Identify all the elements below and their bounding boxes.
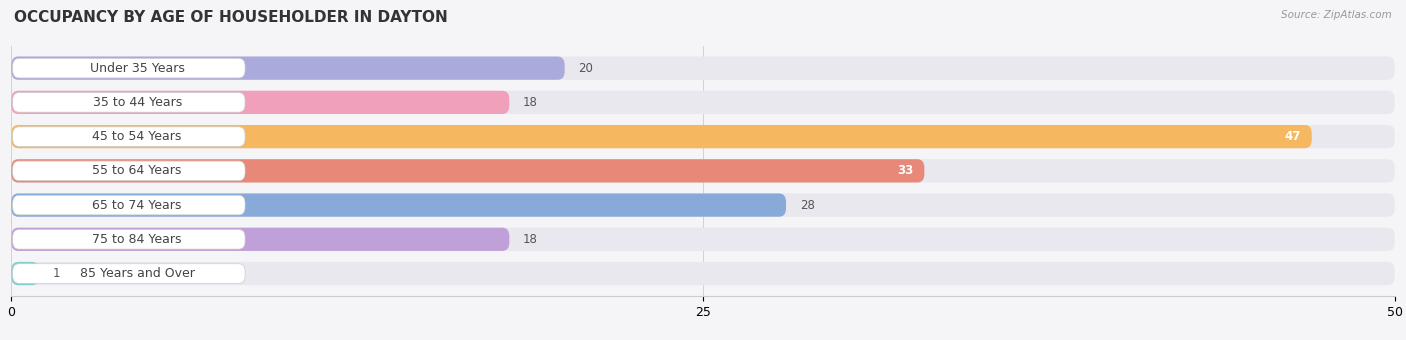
FancyBboxPatch shape: [11, 125, 1395, 148]
Text: 33: 33: [897, 164, 914, 177]
FancyBboxPatch shape: [11, 91, 1395, 114]
Text: 65 to 74 Years: 65 to 74 Years: [93, 199, 181, 211]
FancyBboxPatch shape: [13, 161, 245, 181]
Text: 85 Years and Over: 85 Years and Over: [80, 267, 194, 280]
FancyBboxPatch shape: [11, 262, 1395, 285]
Text: OCCUPANCY BY AGE OF HOUSEHOLDER IN DAYTON: OCCUPANCY BY AGE OF HOUSEHOLDER IN DAYTO…: [14, 10, 447, 25]
FancyBboxPatch shape: [11, 56, 1395, 80]
Text: 55 to 64 Years: 55 to 64 Years: [93, 164, 181, 177]
FancyBboxPatch shape: [13, 127, 245, 147]
FancyBboxPatch shape: [11, 228, 1395, 251]
Text: Source: ZipAtlas.com: Source: ZipAtlas.com: [1281, 10, 1392, 20]
Text: 35 to 44 Years: 35 to 44 Years: [93, 96, 181, 109]
FancyBboxPatch shape: [13, 195, 245, 215]
Text: Under 35 Years: Under 35 Years: [90, 62, 184, 75]
FancyBboxPatch shape: [11, 228, 509, 251]
FancyBboxPatch shape: [11, 159, 1395, 183]
Text: 45 to 54 Years: 45 to 54 Years: [93, 130, 181, 143]
Text: 28: 28: [800, 199, 814, 211]
Text: 47: 47: [1284, 130, 1301, 143]
FancyBboxPatch shape: [13, 264, 245, 283]
Text: 18: 18: [523, 233, 538, 246]
FancyBboxPatch shape: [11, 193, 1395, 217]
Text: 20: 20: [578, 62, 593, 75]
FancyBboxPatch shape: [11, 262, 39, 285]
Text: 1: 1: [53, 267, 60, 280]
Text: 75 to 84 Years: 75 to 84 Years: [93, 233, 181, 246]
FancyBboxPatch shape: [11, 125, 1312, 148]
FancyBboxPatch shape: [13, 58, 245, 78]
Text: 18: 18: [523, 96, 538, 109]
FancyBboxPatch shape: [11, 159, 924, 183]
FancyBboxPatch shape: [11, 91, 509, 114]
FancyBboxPatch shape: [13, 92, 245, 112]
FancyBboxPatch shape: [13, 230, 245, 249]
FancyBboxPatch shape: [11, 56, 565, 80]
FancyBboxPatch shape: [11, 193, 786, 217]
